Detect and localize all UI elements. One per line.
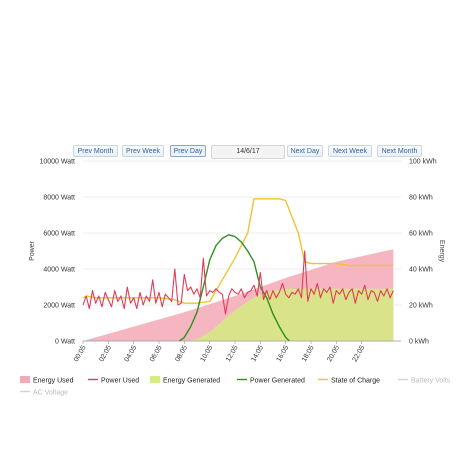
legend-item-energy-used: Energy Used [20,376,74,385]
legend-label: AC Voltage [33,390,68,397]
current-date-display: 14/6/17 [211,145,285,159]
x-tick-label: 04:05 [124,344,139,363]
x-tick-label: 22:05 [352,344,367,363]
legend-label: Energy Used [33,378,74,385]
line-series [82,198,394,342]
x-tick-label: 12:05 [225,344,240,363]
right-axis-title: Energy [438,240,445,263]
gridlines [82,160,401,344]
left-tick-label: 4000 Watt [43,267,75,274]
x-tick-label: 20:05 [326,344,341,363]
right-tick-label: 80 kWh [409,195,433,202]
legend-item-power-generated: Power Generated [237,378,305,385]
left-axis-title: Power [29,240,36,261]
left-tick-label: 0 Watt [55,339,75,346]
legend-swatch [150,376,160,383]
legend-item-ac-voltage: AC Voltage [20,390,68,397]
x-tick-label: 18:05 [301,344,316,363]
legend: Energy Used Power Used Energy Generated Pow… [20,376,451,397]
next-day-button[interactable]: Next Day [287,145,323,157]
x-tick-label: 14:05 [250,344,265,363]
legend-label: Energy Generated [163,378,220,385]
x-tick-label: 08:05 [174,344,189,363]
legend-label: Battery Volts [411,378,451,385]
legend-item-battery-volts: Battery Volts [398,378,451,385]
next-week-button[interactable]: Next Week [328,145,372,157]
left-tick-label: 10000 Watt [39,159,75,166]
x-tick-label: 00:05 [73,344,88,363]
legend-swatch [20,376,30,383]
axes: Power Energy [29,240,445,342]
x-tick-label: 10:05 [200,344,215,363]
right-tick-label: 100 kWh [409,159,437,166]
legend-label: Power Used [101,378,139,385]
prev-week-button[interactable]: Prev Week [122,145,164,157]
energy-generated-area [83,288,394,341]
prev-month-button[interactable]: Prev Month [73,145,118,157]
area-series [83,249,394,341]
power-generated-line [178,234,290,342]
tick-labels: 0 Watt 0 kWh 2000 Watt 20 kWh 4000 Watt 40 kW… [39,159,436,364]
legend-label: Power Generated [250,378,305,385]
legend-item-energy-generated: Energy Generated [150,376,220,385]
legend-item-power-used: Power Used [88,378,139,385]
x-tick-label: 16:05 [276,344,291,363]
right-tick-label: 60 kWh [409,231,433,238]
left-tick-label: 8000 Watt [43,195,75,202]
x-tick-label: 02:05 [98,344,113,363]
energy-used-area [83,249,394,341]
next-month-button[interactable]: Next Month [377,145,422,157]
state-of-charge-line [82,198,394,304]
right-tick-label: 20 kWh [409,303,433,310]
prev-day-button[interactable]: Prev Day [170,145,206,157]
left-tick-label: 6000 Watt [43,231,75,238]
legend-item-state-of-charge: State of Charge [318,378,380,385]
left-tick-label: 2000 Watt [43,303,75,310]
legend-label: State of Charge [331,378,380,385]
right-tick-label: 0 kWh [409,339,429,346]
power-used-line [82,250,394,315]
date-navigation: Prev Month Prev Week Prev Day 14/6/17 Ne… [0,145,474,159]
x-tick-label: 06:05 [149,344,164,363]
right-tick-label: 40 kWh [409,267,433,274]
